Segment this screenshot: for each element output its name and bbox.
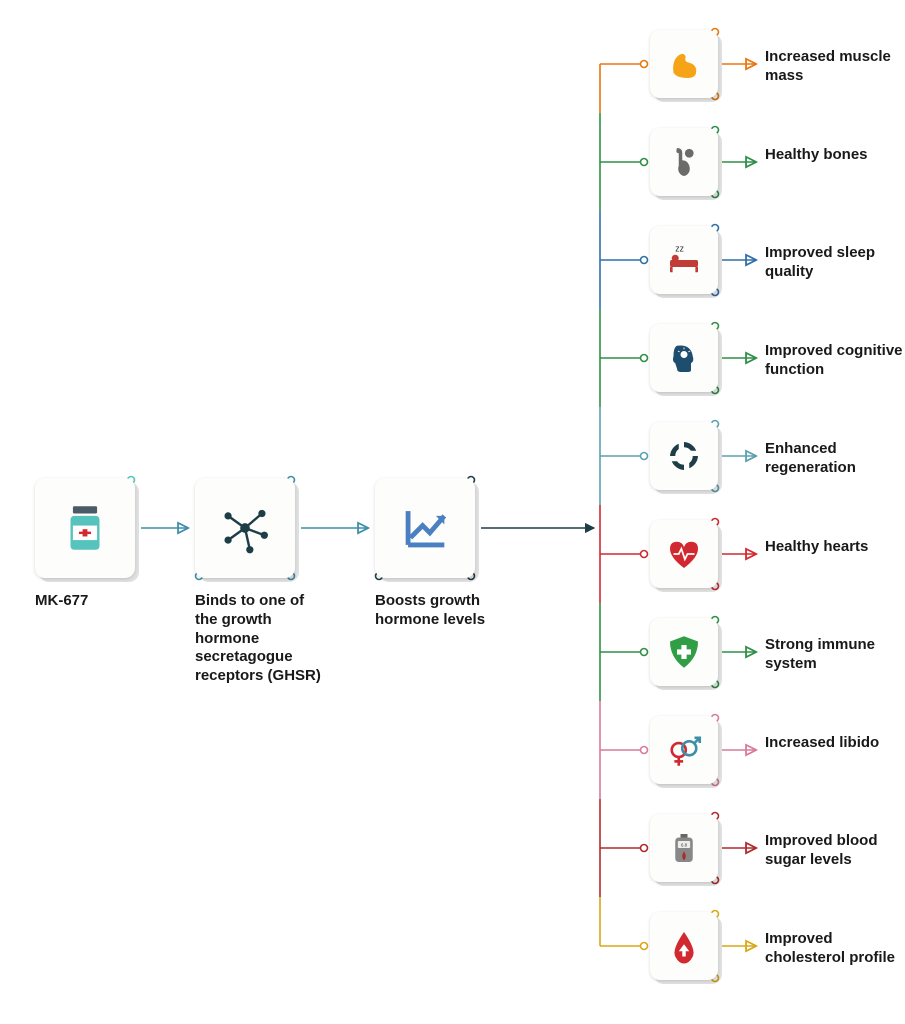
bottle-icon [56, 499, 114, 557]
label-regen: Enhanced regeneration [765, 440, 905, 478]
drop-icon [663, 925, 705, 967]
label-ghsr: Binds to one of the growth hormone secre… [195, 592, 325, 686]
svg-text:zz: zz [675, 243, 684, 253]
heart-icon [663, 533, 705, 575]
node-ghsr [195, 478, 295, 578]
node-boost [375, 478, 475, 578]
label-chol: Improved cholesterol profile [765, 930, 905, 968]
label-cognitive: Improved cognitive function [765, 342, 905, 380]
label-sleep: Improved sleep quality [765, 244, 905, 282]
node-libido [650, 716, 718, 784]
node-muscle [650, 30, 718, 98]
node-mk677 [35, 478, 135, 578]
label-boost: Boosts growth hormone levels [375, 592, 505, 630]
bicep-icon [663, 43, 705, 85]
svg-text:6.8: 6.8 [681, 842, 688, 847]
node-regen [650, 422, 718, 490]
label-heart: Healthy hearts [765, 538, 905, 557]
node-sugar: 6.8 [650, 814, 718, 882]
network-icon [216, 499, 274, 557]
node-cognitive [650, 324, 718, 392]
label-immune: Strong immune system [765, 636, 905, 674]
bed-icon: zz [663, 239, 705, 281]
node-heart [650, 520, 718, 588]
node-sleep: zz [650, 226, 718, 294]
label-muscle: Increased muscle mass [765, 48, 905, 86]
joint-icon [663, 141, 705, 183]
cycle-icon [663, 435, 705, 477]
label-sugar: Improved blood sugar levels [765, 832, 905, 870]
node-immune [650, 618, 718, 686]
label-bones: Healthy bones [765, 146, 905, 165]
chart-icon [396, 499, 454, 557]
node-bones [650, 128, 718, 196]
gender-icon [663, 729, 705, 771]
glucose-icon: 6.8 [663, 827, 705, 869]
node-chol [650, 912, 718, 980]
label-mk677: MK-677 [35, 592, 165, 611]
head-icon [663, 337, 705, 379]
label-libido: Increased libido [765, 734, 905, 753]
shield-icon [663, 631, 705, 673]
